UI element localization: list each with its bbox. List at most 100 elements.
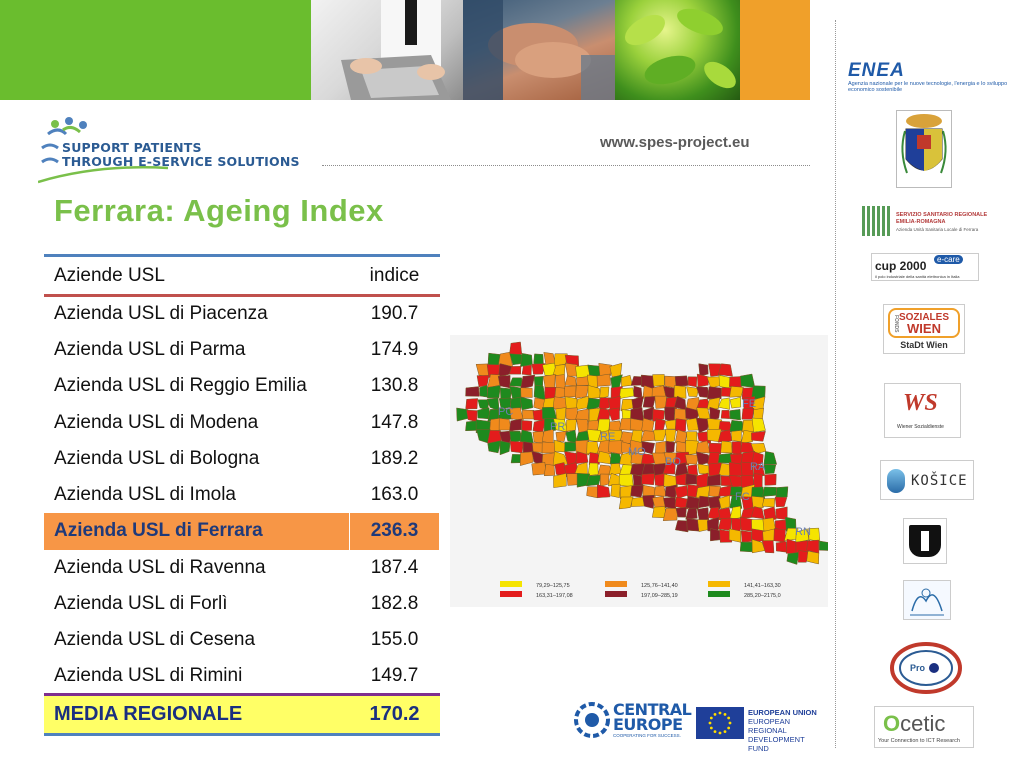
municipality-cell [564,385,577,398]
region-map-svg: PC PR RE MO BO FE RA FC RN 79,29–125,75 125,76–14… [450,335,830,607]
central-europe-emblem-icon [574,702,610,738]
row-value: 174.9 [370,338,419,360]
municipality-cell [717,429,733,443]
column-header-value: indice [349,254,440,297]
municipality-cell [719,529,733,543]
municipality-cell [654,472,667,488]
municipality-cell [498,417,512,431]
municipality-cell [764,473,777,486]
enea-name: ENEA [848,60,905,81]
province-label: FC [735,491,750,503]
row-name: Azienda USL di Imola [54,484,237,506]
municipality-cell [762,486,777,497]
cetic-o-mark: O [883,711,901,736]
header-photo-doctor-laptop [311,0,463,100]
legend-label: 197,09–285,19 [641,593,678,599]
municipality-cell [641,441,655,455]
header-photo-leaves [615,0,740,100]
legend-swatch [708,581,730,587]
municipality-cell [599,386,610,399]
municipality-cell [708,363,722,377]
figure-drawing-icon [910,588,944,616]
row-value: 187.4 [370,556,419,578]
municipality-cell [798,550,809,563]
municipality-cell [751,495,764,508]
municipality-cell [728,528,741,543]
municipality-cell [740,429,754,444]
municipality-cell [654,395,667,409]
municipality-cell [663,496,677,510]
municipality-cell [619,418,633,431]
municipality-cell [685,507,698,520]
header-green-band [0,0,311,100]
municipality-cell [687,376,698,388]
eu-stars-icon [708,711,732,735]
header-orange-band [740,0,810,100]
kosice-logo: KOŠICE [880,460,974,500]
cetic-word: cetic [900,711,946,736]
eu-star [718,731,722,735]
municipality-cell [740,530,752,543]
tu-mark-icon [909,525,941,557]
ssr-title: SERVIZIO SANITARIO REGIONALE EMILIA-ROMA… [896,212,988,225]
municipality-cell [695,485,711,499]
municipality-cell [697,495,711,509]
municipality-cell [487,385,501,399]
province-label: MO [628,446,646,458]
header-divider [322,165,810,166]
cup-tag: e-care [934,255,963,264]
ws-mark: WS [903,390,938,416]
wiener-sozialdienste-logo: WS Wiener Sozialdienste [884,383,961,438]
municipality-cell [761,540,775,554]
province-label: RA [750,461,766,473]
row-name: Azienda USL di Forlì [54,593,228,615]
total-name: MEDIA REGIONALE [44,693,350,737]
legend-swatch [500,581,522,587]
table-row: Azienda USL di Parma 174.9 [44,332,440,368]
municipality-cell [575,451,589,465]
municipality-cell [653,429,668,442]
province-label: BO [665,456,681,468]
eu-star [723,730,727,734]
enea-logo: ENEA Agenzia nazionale per le nuove tecn… [848,60,1008,96]
municipality-cell [674,429,688,444]
municipality-cell [729,494,743,509]
ssr-text: SERVIZIO SANITARIO REGIONALE EMILIA-ROMA… [896,212,1000,233]
municipality-cell [542,406,557,420]
row-name: Azienda USL di Parma [54,338,246,360]
row-name: Azienda USL di Reggio Emilia [54,375,307,397]
eu-flag-icon [696,707,744,739]
eu-star [709,716,713,720]
row-value: 149.7 [370,664,419,686]
fsw-box: FONDS SOZIALES WIEN [888,308,960,338]
municipality-cell [565,419,577,432]
eu-star [713,712,717,716]
cup-main: cup 2000 [875,259,927,273]
legend-label: 79,29–125,75 [536,583,570,589]
municipality-cell [706,473,721,487]
municipality-cell [610,483,621,499]
european-union-logo: EUROPEAN UNION EUROPEAN REGIONAL DEVELOP… [696,705,820,753]
ce-line2: EUROPE [613,715,683,734]
cetic-name: Ocetic [883,711,945,737]
cetic-logo: Ocetic Your Connection to ICT Research [874,706,974,748]
table-row: Azienda USL di Forlì 182.8 [44,586,440,622]
green-leaves-image [625,8,736,89]
municipality-cell [509,407,524,421]
eu-star [718,711,722,715]
eu-line1: EUROPEAN UNION [748,708,817,717]
municipality-cell [775,541,788,553]
legend-label: 285,20–2175,0 [744,593,781,599]
municipality-cell [566,473,579,486]
website-link[interactable]: www.spes-project.eu [600,134,750,151]
municipality-cell [751,430,766,442]
column-header-name: Aziende USL [44,254,350,297]
municipality-cell [532,431,544,444]
municipality-cell [763,506,777,522]
central-europe-text: CENTRAL EUROPE [613,702,692,734]
municipality-cell [487,374,500,389]
table-row: Azienda USL di Rimini 149.7 [44,658,440,694]
municipality-cell [608,463,622,476]
fonds-soziales-wien-logo: FONDS SOZIALES WIEN StaDt Wien [883,304,965,354]
municipality-cell [608,420,623,433]
